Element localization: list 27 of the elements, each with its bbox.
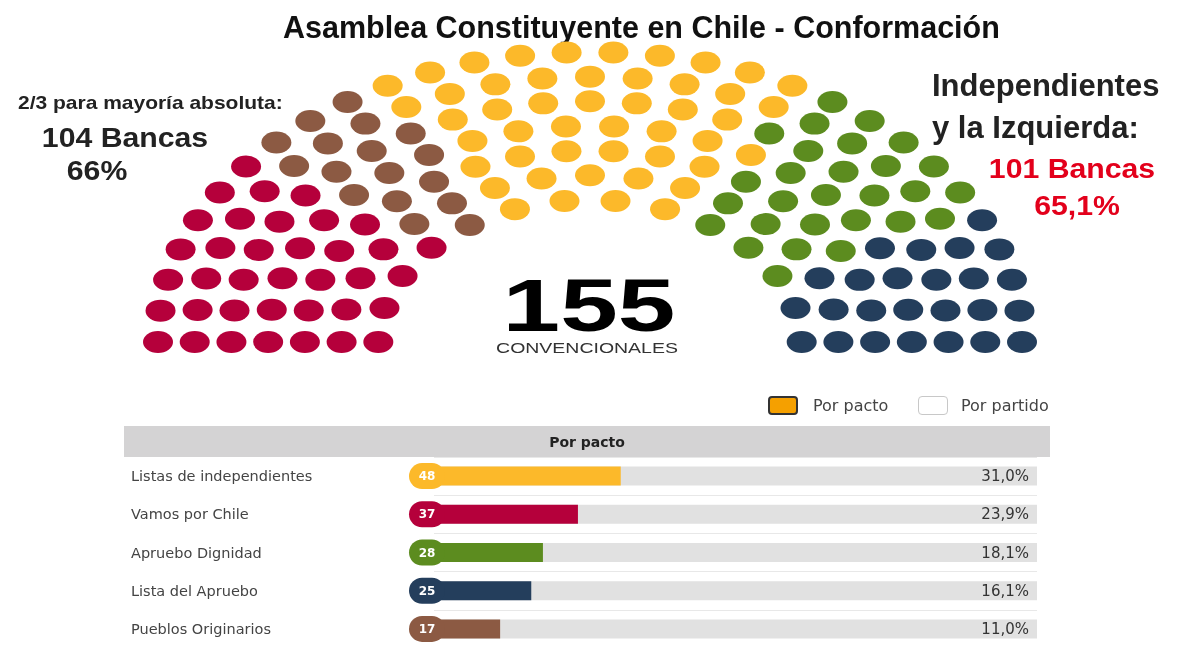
text: Por partido xyxy=(961,396,1049,415)
text: 2/3 para mayoría absoluta: xyxy=(18,93,283,113)
text: Por pacto xyxy=(549,433,625,450)
text: 101 Bancas xyxy=(988,152,1156,184)
annotation: 16,1% xyxy=(981,581,1029,600)
y-tick-label: Vamos por Chile xyxy=(131,506,249,523)
data-label: 17 xyxy=(418,621,436,636)
y-tick-label: Lista del Apruebo xyxy=(131,582,258,599)
y-tick-label: Listas de independientes xyxy=(131,468,313,485)
annotation: 11,0% xyxy=(981,619,1029,638)
text: y la Izquierda: xyxy=(932,109,1139,145)
text: CONVENCIONALES xyxy=(496,339,678,357)
text: 65,1% xyxy=(1034,189,1120,221)
data-label: 48 xyxy=(418,469,436,484)
annotation: 31,0% xyxy=(981,467,1029,486)
chart-title: Asamblea Constituyente en Chile - Conformación xyxy=(283,9,1000,45)
annotation: 18,1% xyxy=(981,543,1029,562)
text: 104 Bancas xyxy=(41,121,209,153)
text: Independientes xyxy=(932,67,1160,103)
data-label: 37 xyxy=(418,507,436,522)
y-tick-label: Apruebo Dignidad xyxy=(131,544,262,561)
annotation: 23,9% xyxy=(981,505,1029,524)
text: Por pacto xyxy=(813,396,889,415)
data-label: 28 xyxy=(418,545,436,560)
y-tick-label: Pueblos Originarios xyxy=(131,620,271,637)
data-label: 25 xyxy=(418,583,436,598)
text: 66% xyxy=(66,154,128,186)
